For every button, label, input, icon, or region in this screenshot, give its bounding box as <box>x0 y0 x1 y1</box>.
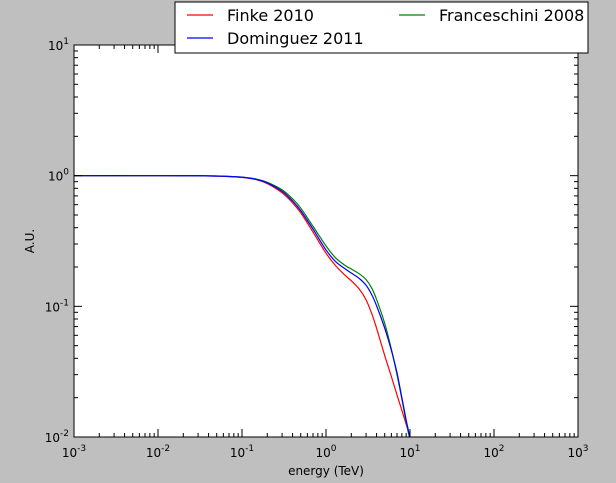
y-axis-title: A.U. <box>23 229 37 253</box>
legend-box <box>174 1 589 54</box>
x-tick-label: 103 <box>567 444 588 460</box>
series-line-dominguez-2011 <box>74 175 411 437</box>
x-axis-title: energy (TeV) <box>288 464 364 478</box>
x-tick-label: 10-1 <box>230 444 254 460</box>
plot-area <box>74 45 578 437</box>
x-tick-label: 10-2 <box>146 444 170 460</box>
x-tick-label: 102 <box>483 444 504 460</box>
series-layer <box>74 175 411 437</box>
y-tick-label: 10-2 <box>45 429 69 445</box>
legend: Finke 2010 Franceschini 2008 Dominguez 201… <box>174 1 589 54</box>
x-tick-label: 10-3 <box>62 444 86 460</box>
x-tick-label: 100 <box>315 444 336 460</box>
x-tick-label: 101 <box>399 444 420 460</box>
y-tick-label: 100 <box>48 168 69 184</box>
legend-label: Dominguez 2011 <box>227 29 364 48</box>
legend-label: Franceschini 2008 <box>439 6 584 25</box>
y-tick-label: 10-1 <box>45 298 69 314</box>
legend-label: Finke 2010 <box>227 6 314 25</box>
y-tick-label: 101 <box>48 37 69 53</box>
